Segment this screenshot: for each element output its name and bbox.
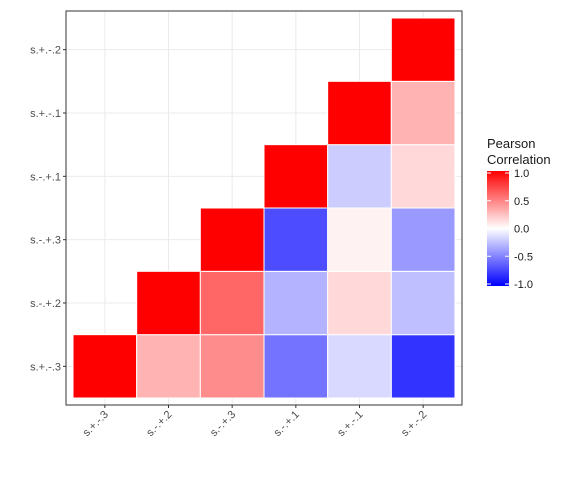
x-tick-label: s.+.-.3 [81,409,111,439]
y-tick-label: s.-.+.2 [30,298,61,310]
x-tick-label: s.-.+.2 [144,409,174,439]
heatmap-cell [327,144,392,209]
x-tick-label: s.-.+.1 [272,409,302,439]
heatmap-cell [263,144,329,209]
heatmap-cell [390,144,456,209]
heatmap-cell [263,334,329,399]
heatmap-cell [390,80,456,146]
legend-title-line-2: Correlation [487,152,551,167]
legend-color-bar [487,171,509,286]
heatmap-cell [390,207,456,272]
legend-title-line-1: Pearson [487,136,535,151]
heatmap-cell [263,270,329,336]
y-tick-label: s.+.-.3 [30,361,61,373]
heatmap-cell [199,270,265,336]
y-tick-label: s.-.+.3 [30,235,61,247]
heatmap-cell [327,270,392,336]
heatmap-cell [263,207,329,272]
legend-tick-label: 0.5 [514,196,529,208]
heatmap-cell [199,334,265,399]
heatmap-cell [327,334,392,399]
y-tick-label: s.+.-.2 [30,45,61,57]
heatmap-tiles [72,17,456,399]
x-tick-label: s.-.+.3 [208,409,238,439]
x-axis-ticks: s.+.-.3 s.-.+.2 s.-.+.3 s.-.+.1 s.+.-.1 s.+.-… [81,405,429,439]
legend-tick-label: -1.0 [514,279,533,291]
heatmap-cell [390,334,456,399]
y-tick-label: s.+.-.1 [30,108,61,120]
y-axis-ticks: s.+.-.3 s.-.+.2 s.-.+.3 s.-.+.1 s.+.-.1 s.+.-… [30,45,66,373]
legend-ticks: 1.0 0.5 0.0 -0.5 -1.0 [487,168,533,291]
legend-tick-label: 1.0 [514,168,529,180]
x-tick-label: s.+.-.2 [399,409,429,439]
heatmap-cell [390,270,456,336]
heatmap-cell [327,80,392,146]
legend-tick-label: 0.0 [514,224,529,236]
heatmap-cell [327,207,392,272]
heatmap-cell [136,334,201,399]
y-tick-label: s.-.+.1 [30,171,61,183]
heatmap-cell [72,334,138,399]
color-legend: Pearson Correlation 1.0 0.5 0.0 -0.5 -1.0 [487,136,551,291]
heatmap-cell [136,270,201,336]
x-tick-label: s.+.-.1 [335,409,365,439]
panel-border [65,10,463,406]
heatmap-cell [390,17,456,82]
heatmap-cell [199,207,265,272]
legend-tick-label: -0.5 [514,251,533,263]
